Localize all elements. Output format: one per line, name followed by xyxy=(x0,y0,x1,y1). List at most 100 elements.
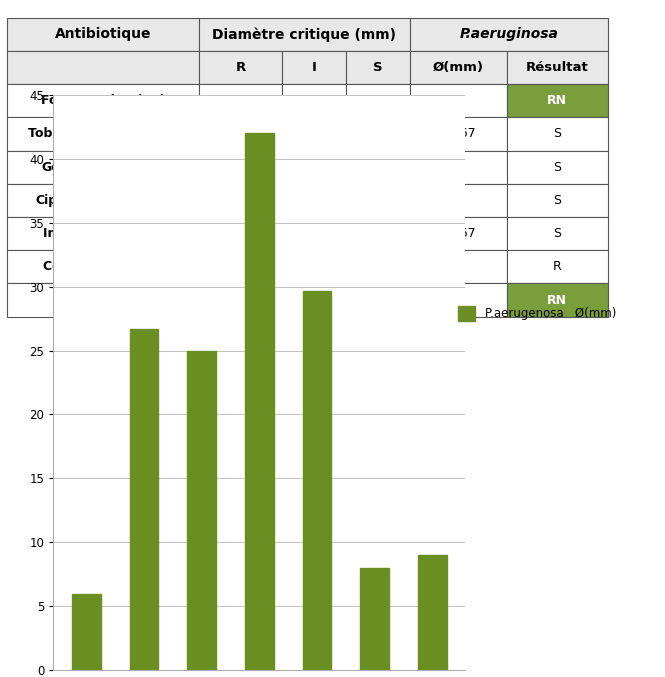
Bar xyxy=(360,568,389,670)
Bar xyxy=(283,217,346,250)
Text: 26,67: 26,67 xyxy=(440,127,476,140)
Bar xyxy=(410,51,507,84)
Text: 23-24: 23-24 xyxy=(296,194,332,207)
Text: <16: <16 xyxy=(227,94,254,107)
Text: 25: 25 xyxy=(450,160,466,174)
Text: ≤21: ≤21 xyxy=(227,194,254,207)
Bar xyxy=(410,217,507,250)
Text: Imipénème( IPM): Imipénème( IPM) xyxy=(43,227,163,240)
Bar xyxy=(199,84,283,117)
Text: 42: 42 xyxy=(450,194,466,207)
Bar xyxy=(507,217,608,250)
Bar xyxy=(188,351,216,670)
Bar xyxy=(7,51,199,84)
Bar xyxy=(507,84,608,117)
Bar xyxy=(7,18,199,51)
Bar xyxy=(199,18,410,51)
Bar xyxy=(410,18,608,51)
Bar xyxy=(199,150,283,184)
Text: P.aeruginosa: P.aeruginosa xyxy=(460,27,558,41)
Bar xyxy=(346,51,410,84)
Text: R: R xyxy=(553,261,561,274)
Bar xyxy=(410,117,507,150)
Bar xyxy=(507,184,608,217)
Text: >17: >17 xyxy=(365,160,391,174)
Bar xyxy=(303,291,331,670)
Bar xyxy=(199,250,283,284)
Bar xyxy=(410,284,507,317)
Bar xyxy=(7,84,199,117)
Bar xyxy=(346,217,410,250)
Bar xyxy=(283,184,346,217)
Bar xyxy=(410,84,507,117)
Text: I: I xyxy=(312,61,317,74)
Text: Ø(mm): Ø(mm) xyxy=(433,61,483,74)
Bar xyxy=(410,184,507,217)
Text: >16: >16 xyxy=(365,127,391,140)
Bar xyxy=(283,150,346,184)
Bar xyxy=(507,250,608,284)
Text: ≥20: ≥20 xyxy=(365,227,391,240)
Text: -: - xyxy=(312,94,317,107)
Text: Gentamycine(CN): Gentamycine(CN) xyxy=(41,160,164,174)
Bar xyxy=(346,184,410,217)
Bar xyxy=(410,150,507,184)
Text: S: S xyxy=(553,194,561,207)
Bar xyxy=(283,51,346,84)
Bar xyxy=(346,84,410,117)
Bar xyxy=(7,117,199,150)
Bar xyxy=(507,51,608,84)
Text: RN: RN xyxy=(231,294,249,307)
Text: 8: 8 xyxy=(454,261,462,274)
Text: S: S xyxy=(553,160,561,174)
Bar xyxy=(199,117,283,150)
Text: ≥18: ≥18 xyxy=(365,261,391,274)
Bar xyxy=(199,184,283,217)
Bar xyxy=(7,250,199,284)
Text: S : Sensible, R : Résistant: S : Sensible, R : Résistant xyxy=(253,331,412,345)
Bar xyxy=(346,284,410,317)
Bar xyxy=(283,284,346,317)
Text: R: R xyxy=(235,61,246,74)
Text: Diamètre critique (mm): Diamètre critique (mm) xyxy=(213,27,396,41)
Bar xyxy=(7,184,199,217)
Bar xyxy=(507,150,608,184)
Bar xyxy=(283,84,346,117)
Bar xyxy=(410,250,507,284)
Text: Fospomycine (FF): Fospomycine (FF) xyxy=(41,94,165,107)
Bar xyxy=(7,217,199,250)
Bar xyxy=(7,284,199,317)
Bar xyxy=(346,250,410,284)
Bar xyxy=(7,150,199,184)
Text: 29,67: 29,67 xyxy=(440,227,476,240)
Bar xyxy=(346,150,410,184)
Bar xyxy=(199,217,283,250)
Bar xyxy=(245,133,274,670)
Text: RN: RN xyxy=(547,94,567,107)
Bar xyxy=(199,51,283,84)
Text: Ceftazidim (CAZ): Ceftazidim (CAZ) xyxy=(43,261,162,274)
Text: Tobrammycine(TMN ): Tobrammycine(TMN ) xyxy=(28,127,178,140)
Text: <17: <17 xyxy=(227,160,254,174)
Text: RN: RN xyxy=(369,294,387,307)
Text: 6: 6 xyxy=(454,294,462,307)
Text: <16: <16 xyxy=(227,127,254,140)
Text: < 15: < 15 xyxy=(225,261,256,274)
Bar xyxy=(507,284,608,317)
Bar xyxy=(283,250,346,284)
Text: Antibiotique: Antibiotique xyxy=(55,27,151,41)
Text: ≥21: ≥21 xyxy=(365,194,391,207)
Text: >16: >16 xyxy=(365,94,391,107)
Text: S: S xyxy=(373,61,383,74)
Bar xyxy=(346,117,410,150)
Text: S: S xyxy=(553,127,561,140)
Bar xyxy=(72,594,101,670)
Text: S: S xyxy=(553,227,561,240)
Text: Ciprofloxacine(CIP): Ciprofloxacine(CIP) xyxy=(35,194,170,207)
Bar xyxy=(199,284,283,317)
Text: Oxacilline(OX): Oxacilline(OX) xyxy=(53,294,153,307)
Text: 6: 6 xyxy=(454,94,462,107)
Bar xyxy=(418,555,447,670)
Bar xyxy=(283,117,346,150)
Legend: P.aerugenosa   Ø(mm): P.aerugenosa Ø(mm) xyxy=(458,306,616,321)
